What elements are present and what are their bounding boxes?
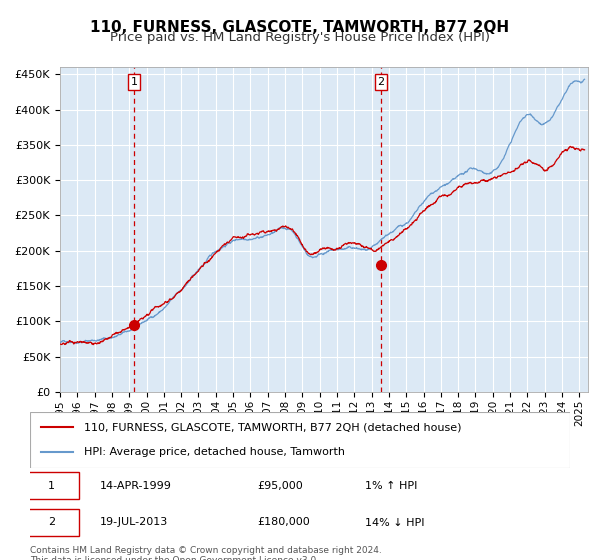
Text: £180,000: £180,000: [257, 517, 310, 528]
Text: £95,000: £95,000: [257, 480, 302, 491]
Text: Contains HM Land Registry data © Crown copyright and database right 2024.
This d: Contains HM Land Registry data © Crown c…: [30, 546, 382, 560]
Text: 1: 1: [131, 77, 137, 87]
Text: 14-APR-1999: 14-APR-1999: [100, 480, 172, 491]
Text: 2: 2: [377, 77, 385, 87]
Text: 19-JUL-2013: 19-JUL-2013: [100, 517, 169, 528]
Text: HPI: Average price, detached house, Tamworth: HPI: Average price, detached house, Tamw…: [84, 447, 345, 457]
Text: 110, FURNESS, GLASCOTE, TAMWORTH, B77 2QH (detached house): 110, FURNESS, GLASCOTE, TAMWORTH, B77 2Q…: [84, 422, 461, 432]
Text: Price paid vs. HM Land Registry's House Price Index (HPI): Price paid vs. HM Land Registry's House …: [110, 31, 490, 44]
Text: 110, FURNESS, GLASCOTE, TAMWORTH, B77 2QH: 110, FURNESS, GLASCOTE, TAMWORTH, B77 2Q…: [91, 20, 509, 35]
FancyBboxPatch shape: [30, 412, 570, 468]
Text: 2: 2: [48, 517, 55, 528]
Text: 1: 1: [48, 480, 55, 491]
Text: 1% ↑ HPI: 1% ↑ HPI: [365, 480, 417, 491]
FancyBboxPatch shape: [25, 473, 79, 498]
Text: 14% ↓ HPI: 14% ↓ HPI: [365, 517, 424, 528]
FancyBboxPatch shape: [25, 510, 79, 535]
